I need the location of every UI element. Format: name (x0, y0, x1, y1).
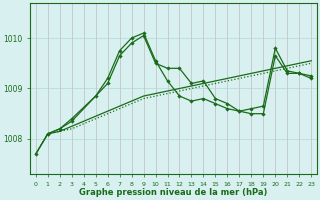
X-axis label: Graphe pression niveau de la mer (hPa): Graphe pression niveau de la mer (hPa) (79, 188, 268, 197)
